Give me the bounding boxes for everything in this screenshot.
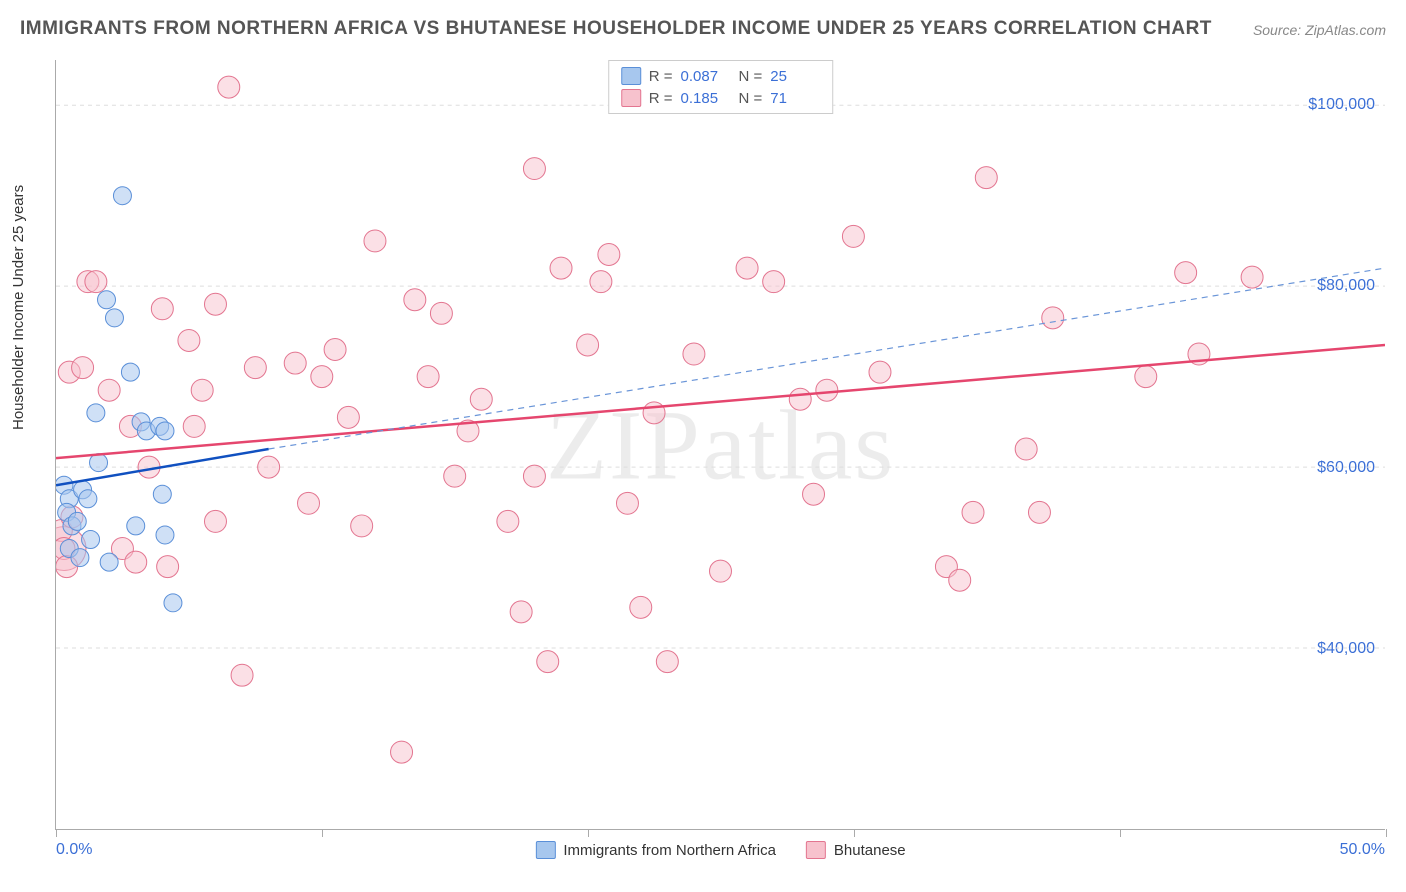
x-tick [56, 829, 57, 837]
x-tick [854, 829, 855, 837]
x-tick [322, 829, 323, 837]
x-tick [588, 829, 589, 837]
swatch-series1 [621, 67, 641, 85]
n-label: N = [739, 68, 763, 85]
n-value-1: 25 [770, 68, 820, 85]
swatch-series2 [621, 89, 641, 107]
legend-row-series2: R = 0.185 N = 71 [621, 87, 821, 109]
chart-title: IMMIGRANTS FROM NORTHERN AFRICA VS BHUTA… [20, 18, 1212, 40]
correlation-legend: R = 0.087 N = 25 R = 0.185 N = 71 [608, 60, 834, 114]
chart-svg [56, 60, 1385, 829]
legend-row-series1: R = 0.087 N = 25 [621, 65, 821, 87]
legend-label-series1: Immigrants from Northern Africa [563, 842, 776, 859]
x-tick [1120, 829, 1121, 837]
series-legend: Immigrants from Northern Africa Bhutanes… [535, 841, 905, 859]
swatch-series2-icon [806, 841, 826, 859]
n-value-2: 71 [770, 90, 820, 107]
x-axis-max-label: 50.0% [1340, 841, 1385, 859]
r-label: R = [649, 90, 673, 107]
n-label: N = [739, 90, 763, 107]
x-axis-min-label: 0.0% [56, 841, 92, 859]
legend-item-series1: Immigrants from Northern Africa [535, 841, 776, 859]
legend-item-series2: Bhutanese [806, 841, 906, 859]
r-value-1: 0.087 [681, 68, 731, 85]
legend-label-series2: Bhutanese [834, 842, 906, 859]
source-attribution: Source: ZipAtlas.com [1253, 22, 1386, 38]
r-value-2: 0.185 [681, 90, 731, 107]
r-label: R = [649, 68, 673, 85]
plot-area: ZIPatlas R = 0.087 N = 25 R = 0.185 N = … [55, 60, 1385, 830]
y-axis-label: Householder Income Under 25 years [10, 185, 27, 430]
x-tick [1386, 829, 1387, 837]
swatch-series1-icon [535, 841, 555, 859]
